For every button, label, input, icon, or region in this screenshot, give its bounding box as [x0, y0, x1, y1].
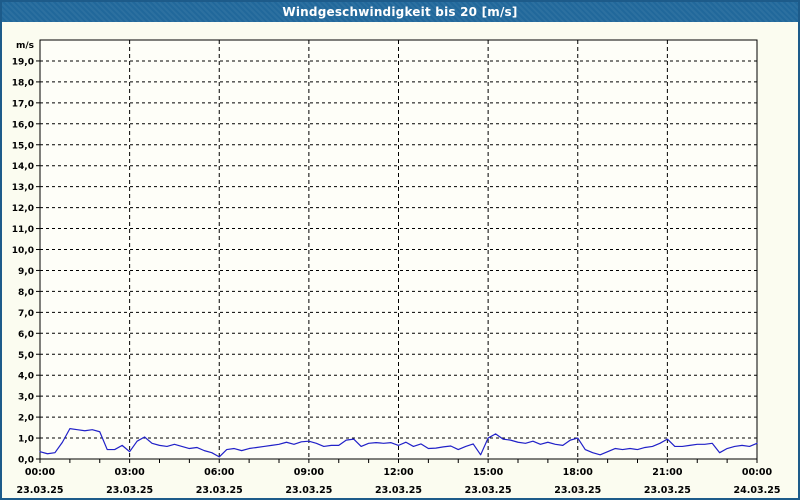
plot-area	[40, 40, 757, 459]
y-tick-label: 18,0	[12, 78, 34, 88]
y-tick-label: 2,0	[18, 414, 34, 424]
x-time-label: 18:00	[563, 467, 594, 478]
x-time-label: 03:00	[115, 467, 146, 478]
x-time-label: 12:00	[383, 467, 414, 478]
y-tick-label: 11,0	[12, 225, 34, 235]
x-time-label: 15:00	[473, 467, 504, 478]
x-time-label: 00:00	[742, 467, 773, 478]
y-tick-label: 5,0	[18, 351, 34, 361]
x-date-label: 23.03.25	[196, 485, 243, 496]
x-date-label: 23.03.25	[375, 485, 422, 496]
x-date-label: 23.03.25	[285, 485, 332, 496]
y-tick-label: 12,0	[12, 204, 34, 214]
x-date-label: 23.03.25	[554, 485, 601, 496]
wind-speed-chart: 0,0 1,0 2,0 3,0 4,0 5,0 6,0 7,0 8,0 9,0 10,0 11,0 12…	[12, 39, 781, 496]
wind-speed-line	[39, 428, 758, 458]
y-tick-label: 4,0	[18, 372, 34, 382]
y-tick-label: 15,0	[12, 141, 34, 151]
x-time-label: 06:00	[204, 467, 235, 478]
title-bar: Windgeschwindigkeit bis 20 [m/s]	[2, 2, 798, 22]
x-date-label: 24.03.25	[734, 485, 781, 496]
x-ticks	[39, 459, 758, 463]
chart-area: 0,0 1,0 2,0 3,0 4,0 5,0 6,0 7,0 8,0 9,0 10,0 11,0 12…	[2, 22, 798, 498]
y-tick-label: 13,0	[12, 183, 34, 193]
x-time-label: 09:00	[294, 467, 325, 478]
x-date-label: 23.03.25	[465, 485, 512, 496]
y-tick-label: 9,0	[18, 267, 34, 277]
x-date-label: 23.03.25	[106, 485, 153, 496]
y-tick-label: 19,0	[12, 57, 34, 67]
chart-title: Windgeschwindigkeit bis 20 [m/s]	[282, 5, 518, 19]
x-time-label: 00:00	[25, 467, 56, 478]
y-axis-unit: m/s	[16, 41, 34, 51]
x-date-label: 23.03.25	[644, 485, 691, 496]
x-time-label: 21:00	[652, 467, 683, 478]
y-tick-label: 17,0	[12, 99, 34, 109]
y-tick-label: 1,0	[18, 435, 34, 445]
y-tick-label: 8,0	[18, 288, 34, 298]
y-tick-label: 0,0	[18, 456, 34, 466]
x-tick-labels: 00:00 23.03.25 03:00 23.03.25 06:00 23.03.25 0…	[17, 467, 781, 496]
y-tick-label: 16,0	[12, 120, 34, 130]
y-tick-label: 3,0	[18, 393, 34, 403]
x-date-label: 23.03.25	[17, 485, 64, 496]
y-tick-label: 14,0	[12, 162, 34, 172]
y-tick-labels: 0,0 1,0 2,0 3,0 4,0 5,0 6,0 7,0 8,0 9,0 10,0 11,0 12…	[12, 57, 40, 466]
y-tick-label: 10,0	[12, 246, 34, 256]
y-tick-label: 6,0	[18, 330, 34, 340]
y-tick-label: 7,0	[18, 309, 34, 319]
